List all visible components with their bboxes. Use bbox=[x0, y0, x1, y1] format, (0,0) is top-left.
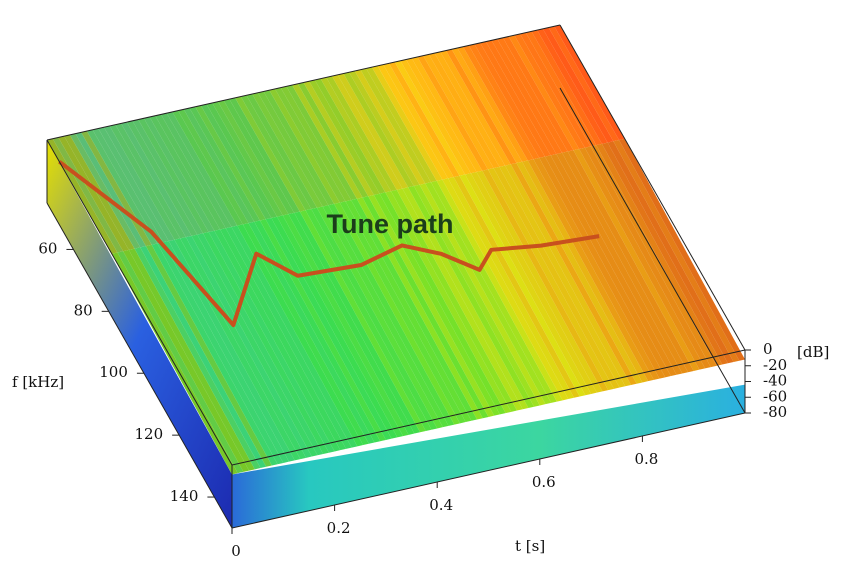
x-tick-label: 0.6 bbox=[532, 473, 556, 491]
y-tick-label: 140 bbox=[170, 487, 199, 505]
x-tick-label: 0.8 bbox=[634, 450, 658, 468]
annotation: Tune path bbox=[327, 209, 454, 239]
y-tick-label: 100 bbox=[99, 363, 128, 381]
chart: 00.20.40.60.860801001201400-20-40-60-80 … bbox=[0, 0, 846, 585]
x-tick-label: 0.2 bbox=[327, 519, 351, 537]
x-tick-label: 0.4 bbox=[429, 496, 453, 514]
z-tick-label: -80 bbox=[763, 403, 787, 421]
x-axis-label: t [s] bbox=[515, 537, 545, 555]
y-tick-label: 120 bbox=[135, 425, 164, 443]
y-tick-label: 80 bbox=[74, 301, 93, 319]
z-axis-label: [dB] bbox=[797, 343, 829, 361]
y-tick-label: 60 bbox=[38, 239, 57, 257]
x-tick-label: 0 bbox=[231, 542, 241, 560]
y-axis-label: f [kHz] bbox=[12, 373, 64, 391]
